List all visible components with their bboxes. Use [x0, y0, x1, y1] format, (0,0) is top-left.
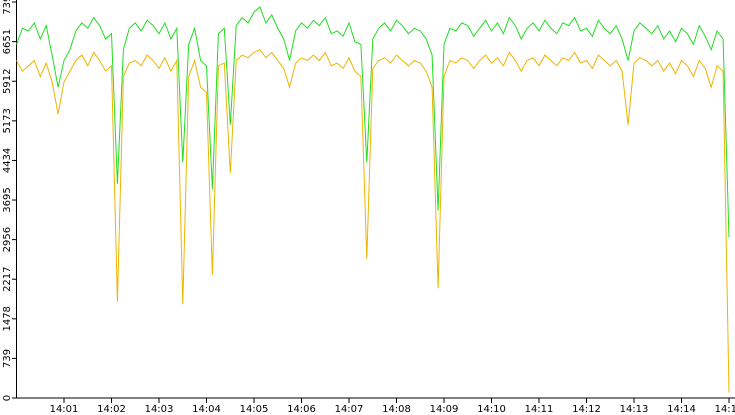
y-tick-label: 2956: [2, 227, 13, 252]
y-tick-label: 7391: [2, 0, 13, 15]
y-tick-label: 4434: [2, 148, 13, 173]
x-tick-label: 14:15: [715, 404, 735, 415]
y-tick-label: 6651: [2, 29, 13, 54]
x-tick-label: 14:12: [572, 404, 601, 415]
x-tick-label: 14:05: [240, 404, 269, 415]
x-tick-label: 14:14: [667, 404, 696, 415]
x-tick-label: 14:11: [525, 404, 554, 415]
y-tick-label: 1478: [2, 306, 13, 331]
series-line: [16, 6, 730, 238]
y-tick-label: 3695: [2, 187, 13, 212]
y-tick-label: 5912: [2, 69, 13, 94]
x-tick-label: 14:03: [145, 404, 174, 415]
y-tick-label: 739: [2, 349, 13, 368]
y-tick-label: 0: [2, 395, 13, 401]
y-tick-label: 2217: [2, 266, 13, 291]
y-tick-label: 5173: [2, 108, 13, 133]
x-tick-label: 14:02: [97, 404, 126, 415]
x-tick-label: 14:10: [477, 404, 506, 415]
x-tick-label: 14:07: [335, 404, 364, 415]
x-tick-label: 14:09: [430, 404, 459, 415]
x-tick-label: 14:13: [620, 404, 649, 415]
x-tick-label: 14:01: [50, 404, 79, 415]
x-tick-label: 14:08: [382, 404, 411, 415]
series-line: [16, 49, 730, 393]
x-tick-label: 14:04: [192, 404, 221, 415]
x-tick-label: 14:06: [287, 404, 316, 415]
